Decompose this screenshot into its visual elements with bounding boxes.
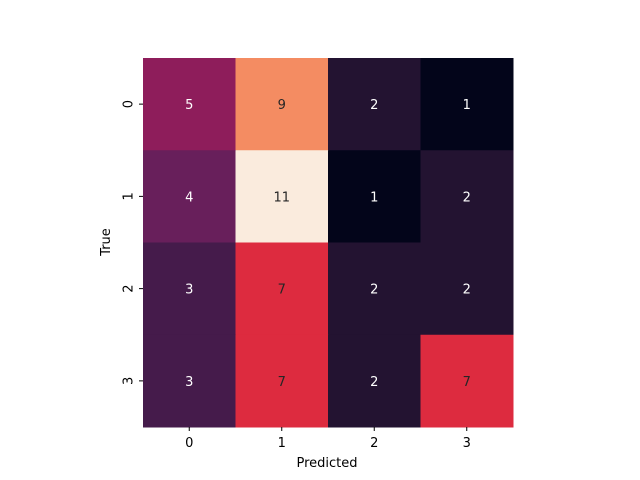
heatmap-cell-r1-c2	[328, 150, 421, 243]
x-tick-label-1: 1	[278, 436, 286, 451]
heatmap-cell-r3-c1	[235, 334, 329, 428]
heatmap-cell-r0-c2	[328, 58, 421, 151]
y-tick-label-0: 0	[122, 100, 137, 108]
x-axis-label: Predicted	[296, 456, 357, 471]
heatmap-cell-r2-c3	[420, 242, 514, 336]
heatmap-cell-r2-c2	[328, 242, 421, 336]
cell-value-r3-c1: 7	[278, 375, 286, 390]
cell-value-r0-c1: 9	[278, 98, 286, 113]
cell-value-r0-c2: 2	[370, 98, 378, 113]
cell-value-r2-c2: 2	[370, 283, 378, 298]
y-axis-label: True	[99, 228, 114, 257]
x-tick-label-2: 2	[370, 436, 378, 451]
cell-value-r1-c3: 2	[463, 190, 471, 205]
cell-value-r2-c0: 3	[185, 283, 193, 298]
y-tick-label-1: 1	[122, 192, 137, 200]
heatmap-cell-r2-c1	[235, 242, 329, 336]
cell-value-r0-c0: 5	[185, 98, 193, 113]
cell-value-r3-c0: 3	[185, 375, 193, 390]
heatmap-cell-r1-c3	[420, 150, 514, 243]
cell-value-r1-c1: 11	[273, 190, 290, 205]
cell-value-r0-c3: 1	[463, 98, 471, 113]
heatmap-annotations: 5 9 2 14 11 1 23 7 2 23 7 2 7	[185, 98, 471, 390]
y-tick-label-3: 3	[122, 377, 137, 385]
heatmap-cell-r0-c3	[420, 58, 514, 151]
heatmap-cell-r3-c0	[143, 334, 236, 428]
y-axis-ticks: 0 1 2 3	[122, 100, 143, 385]
heatmap-cell-r0-c0	[143, 58, 236, 151]
heatmap-cells	[143, 58, 514, 428]
x-axis-ticks: 0 1 2 3	[185, 427, 471, 451]
cell-value-r2-c3: 2	[463, 283, 471, 298]
cell-value-r1-c2: 1	[370, 190, 378, 205]
cell-value-r1-c0: 4	[185, 190, 193, 205]
heatmap-cell-r0-c1	[235, 58, 329, 151]
y-tick-label-2: 2	[122, 284, 137, 292]
heatmap-cell-r1-c0	[143, 150, 236, 243]
heatmap-cell-r1-c1	[235, 150, 329, 243]
cell-value-r3-c2: 2	[370, 375, 378, 390]
x-tick-label-3: 3	[463, 436, 471, 451]
heatmap-cell-r3-c3	[420, 334, 514, 428]
cell-value-r2-c1: 7	[278, 283, 286, 298]
cell-value-r3-c3: 7	[463, 375, 471, 390]
heatmap-cell-r3-c2	[328, 334, 421, 428]
heatmap-cell-r2-c0	[143, 242, 236, 336]
x-tick-label-0: 0	[185, 436, 193, 451]
